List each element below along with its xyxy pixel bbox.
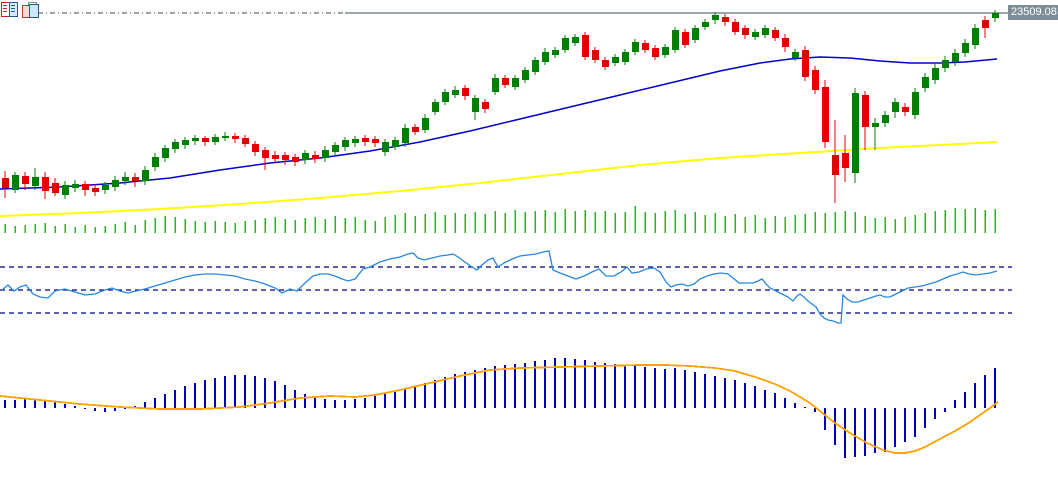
last-price-label: 23509.08 <box>1008 5 1058 20</box>
moving-averages <box>0 56 998 217</box>
candlesticks[interactable] <box>2 10 999 203</box>
volume-bars <box>4 206 996 233</box>
macd-panel <box>0 358 999 458</box>
chart-toolbar <box>1 2 39 18</box>
oscillator-panel <box>0 250 1012 324</box>
split-panels-icon[interactable] <box>1 2 18 17</box>
blue-doc-glyph <box>29 4 39 18</box>
linked-documents-icon[interactable] <box>22 2 39 18</box>
right-panel-glyph <box>9 2 18 17</box>
